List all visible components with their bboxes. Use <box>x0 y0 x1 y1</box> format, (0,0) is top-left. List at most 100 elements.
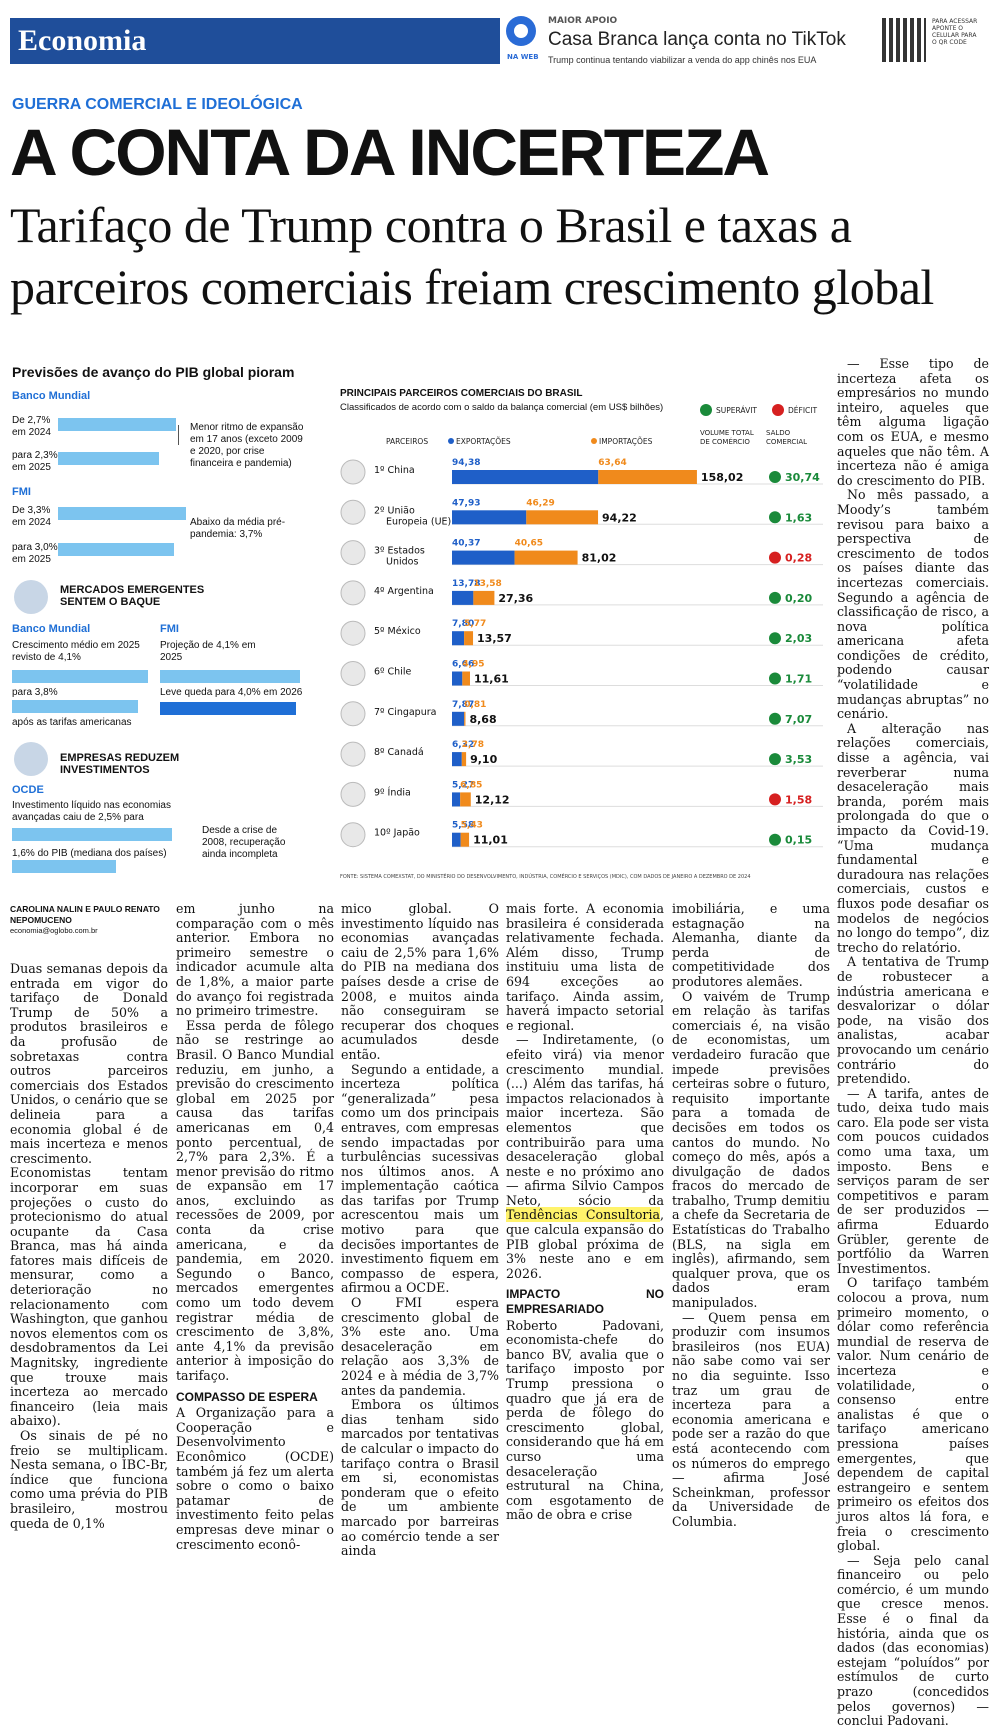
import-value: 63,64 <box>598 458 626 468</box>
promo-subtitle: Trump continua tentando viabilizar a ven… <box>548 55 817 65</box>
bm-label: Banco Mundial <box>12 390 91 402</box>
body-paragraph: A tentativa de Trump de robustecer a ind… <box>837 954 989 1087</box>
country-flag-icon <box>340 741 366 767</box>
export-value: 7,87 <box>452 700 474 710</box>
chart-svg: SUPERÁVIT DÉFICIT PARCEIROS EXPORTAÇÕES IMPO… <box>340 404 823 880</box>
balance-value: 7,07 <box>785 713 812 726</box>
body-paragraph: O FMI espera crescimento global de 3% es… <box>341 1295 499 1398</box>
import-value: 2,78 <box>462 740 484 750</box>
body-column-2: em junho na comparação com o mês anterio… <box>176 901 334 1552</box>
legend-partners: PARCEIROS <box>386 437 428 446</box>
byline-email[interactable]: economia@oglobo.com.br <box>10 926 98 935</box>
body-column-4: mais forte. A economia brasileira é cons… <box>506 901 664 1523</box>
inv-bar-a <box>12 828 172 841</box>
export-value: 7,80 <box>452 619 474 629</box>
em-bm-bar-b <box>12 700 138 713</box>
inv-text: Investimento líquido nas economias avanç… <box>12 800 171 823</box>
globe-icon <box>14 580 48 614</box>
volume-value: 13,57 <box>477 632 512 645</box>
body-paragraph: Roberto Padovani, economista-chefe do ba… <box>506 1317 664 1523</box>
export-bar <box>452 711 465 726</box>
body-paragraph: Essa perda de fôlego não se restringe ao… <box>176 1017 334 1383</box>
subheadline: Tarifaço de Trump contra o Brasil e taxa… <box>10 197 934 315</box>
country-flag-icon <box>340 661 366 686</box>
country-flag-icon <box>340 540 366 566</box>
em-bm-label: Banco Mundial <box>12 623 91 635</box>
volume-value: 9,10 <box>470 753 497 766</box>
export-value: 94,38 <box>452 458 480 468</box>
country-flag-icon <box>340 459 366 485</box>
import-bar <box>464 711 466 726</box>
legend-superavit: SUPERÁVIT <box>716 406 757 415</box>
arrow-up-icon <box>769 591 781 604</box>
partner-label: 3º Estados <box>374 546 425 557</box>
body-paragraph: Embora os últimos dias tenham sido marca… <box>341 1397 499 1559</box>
body-paragraph: — Quem pensa em produzir com insumos bra… <box>672 1309 830 1529</box>
export-value: 5,27 <box>452 780 474 790</box>
legend-exports: EXPORTAÇÕES <box>456 437 511 446</box>
import-value: 6,85 <box>460 780 482 790</box>
body-paragraph: mico global. O investimento líquido nas … <box>341 901 499 1062</box>
import-bar <box>514 550 578 565</box>
deficit-icon <box>772 404 784 416</box>
promo-title[interactable]: Casa Branca lança conta no TikTok <box>548 29 846 50</box>
em-fmi-bar-a <box>160 670 300 683</box>
fmi-2025-bar <box>58 543 174 556</box>
body-column-3: mico global. O investimento líquido nas … <box>341 901 499 1559</box>
arrow-up-icon <box>769 833 781 846</box>
section-banner <box>10 18 500 64</box>
partner-label: 2º União <box>374 505 415 516</box>
inv-note: Desde a crise de 2008, recuperação ainda… <box>202 825 286 860</box>
body-paragraph: Segundo a entidade, a incerteza política… <box>341 1061 499 1296</box>
import-value: 5,77 <box>464 619 486 629</box>
body-column-5: imobiliária, e uma estagnação na Alemanh… <box>672 901 830 1530</box>
imports-dot <box>591 438 597 444</box>
quote-end: , que calcula expansão do PIB global pró… <box>506 1207 664 1281</box>
arrow-up-icon <box>769 753 781 766</box>
export-value: 13,78 <box>452 579 480 589</box>
balance-value: 3,53 <box>785 753 812 766</box>
balance-value: 1,63 <box>785 511 812 524</box>
export-bar <box>452 470 599 484</box>
balance-value: 0,28 <box>785 552 812 565</box>
headline: A CONTA DA INCERTEZA <box>10 115 770 189</box>
body-paragraph: A alteração nas relações comerciais, dis… <box>837 720 989 955</box>
chart-title: PRINCIPAIS PARCEIROS COMERCIAIS DO BRASI… <box>340 388 583 399</box>
body-column-1: Duas semanas depois da entrada em vigor … <box>10 961 168 1531</box>
body-paragraph: A Organização para a Cooperação e Desenv… <box>176 1405 334 1552</box>
em-fmi-label: FMI <box>160 623 179 635</box>
gdp-title: Previsões de avanço do PIB global pioram <box>12 364 295 380</box>
import-value: 5,43 <box>461 821 483 831</box>
na-web-label: NA WEB <box>507 53 539 61</box>
partner-label: 9º Índia <box>374 786 411 798</box>
qr-code-icon[interactable] <box>882 18 926 62</box>
import-bar <box>598 470 697 484</box>
arrow-up-icon <box>769 471 781 483</box>
subhead-compasso: COMPASSO DE ESPERA <box>176 1389 318 1404</box>
legend-balance-2: COMERCIAL <box>766 438 807 446</box>
body-paragraph: em junho na comparação com o mês anterio… <box>176 901 334 1019</box>
country-flag-icon <box>340 620 366 646</box>
subhead-impacto: IMPACTO NO EMPRESARIADO <box>506 1287 664 1317</box>
balance-value: 0,20 <box>785 592 812 605</box>
partner-label: 8º Canadá <box>374 747 424 758</box>
section-title: Economia <box>18 24 147 57</box>
web-logo-icon[interactable] <box>506 16 536 46</box>
inv-b: 1,6% do PIB (mediana dos países) <box>12 848 167 859</box>
import-value: 0,81 <box>464 700 486 710</box>
partner-label: 4º Argentina <box>374 586 434 597</box>
em-fmi-b: Leve queda para 4,0% em 2026 <box>160 687 303 698</box>
import-bar <box>473 590 495 605</box>
factory-icon <box>14 742 48 776</box>
export-bar <box>452 550 515 565</box>
legend-deficit: DÉFICIT <box>788 406 817 415</box>
legend-balance-1: SALDO <box>766 429 791 437</box>
bm-2025-bar <box>58 452 159 465</box>
export-bar <box>452 510 527 525</box>
export-bar <box>452 752 462 767</box>
balance-value: 2,03 <box>785 632 812 645</box>
arrow-up-icon <box>769 672 781 685</box>
country-flag-icon <box>340 822 366 848</box>
legend-volume-2: DE COMÉRCIO <box>700 437 750 446</box>
import-bar <box>526 510 599 525</box>
